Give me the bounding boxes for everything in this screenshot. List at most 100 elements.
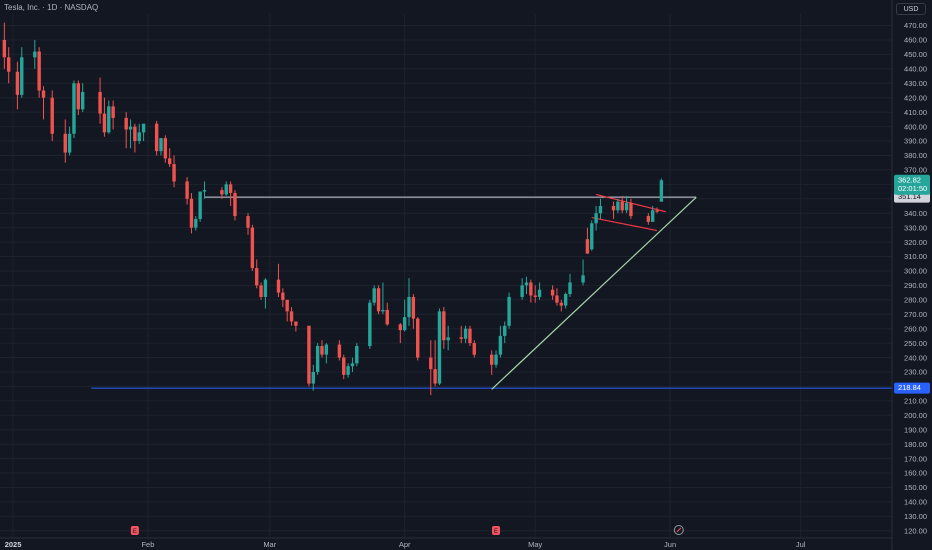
candle (550, 289, 555, 296)
earnings-event-icon (492, 526, 501, 535)
y-tick-label: 230.00 (904, 368, 927, 377)
candle (646, 216, 651, 222)
candle (555, 295, 559, 303)
candle (585, 239, 590, 254)
split-event-icon (673, 525, 684, 535)
candle (498, 335, 503, 355)
y-tick-label: 120.00 (904, 526, 927, 535)
y-tick-label: 170.00 (904, 454, 927, 463)
horizontal-levels (91, 196, 892, 389)
y-tick-label: 280.00 (904, 296, 927, 305)
y-tick-label: 400.00 (904, 122, 927, 131)
candle (446, 337, 450, 341)
candle (402, 317, 407, 331)
candle (194, 218, 198, 228)
candle (568, 282, 572, 295)
x-tick-label: Mar (263, 540, 276, 549)
candle (2, 39, 7, 58)
candle (15, 71, 20, 95)
y-tick-label: 240.00 (904, 353, 927, 362)
candle (620, 201, 624, 211)
y-tick-label: 140.00 (904, 498, 927, 507)
candle (76, 83, 81, 110)
candle (285, 299, 289, 312)
candle (107, 106, 111, 133)
candle (111, 106, 115, 118)
candle (224, 184, 228, 195)
candle (472, 343, 476, 355)
candle (407, 296, 411, 318)
y-tick-label: 370.00 (904, 166, 927, 175)
price-axis: 120.00 130.00 140.00 150.00 160.00 170.00 180.… (891, 0, 927, 550)
y-tick-label: 410.00 (904, 108, 927, 117)
y-tick-label: 200.00 (904, 411, 927, 420)
candle (255, 268, 259, 286)
candle (650, 210, 655, 222)
candle (503, 325, 507, 336)
candle (202, 190, 207, 192)
candle (250, 227, 255, 269)
candle (98, 91, 102, 114)
candle (655, 210, 659, 212)
candle (537, 289, 542, 297)
candle (289, 311, 294, 322)
candle (520, 285, 524, 297)
last-price-tag-text: 02:01:50 (898, 184, 927, 193)
candle (398, 324, 403, 331)
earnings-event-label: E (494, 529, 498, 535)
candle (346, 366, 350, 375)
y-tick-label: 380.00 (904, 151, 927, 160)
y-tick-label: 440.00 (904, 65, 927, 74)
candle (315, 346, 320, 372)
x-tick-label: 2025 (5, 540, 22, 549)
candle (433, 369, 437, 384)
candle (594, 213, 598, 224)
candle (494, 354, 498, 365)
candle (259, 285, 263, 297)
support-price-tag-text: 218.84 (898, 383, 921, 392)
y-tick-label: 250.00 (904, 339, 927, 348)
flag-lower (591, 216, 658, 232)
candle (342, 357, 346, 375)
candle (611, 205, 616, 211)
candle (137, 132, 141, 142)
candle (7, 57, 11, 72)
candle (629, 203, 633, 217)
candle (524, 282, 529, 286)
candle (276, 279, 281, 293)
candle (616, 201, 620, 211)
candle (220, 190, 224, 195)
candle (163, 138, 168, 159)
y-tick-label: 270.00 (904, 310, 927, 319)
y-tick-label: 420.00 (904, 93, 927, 102)
candle (185, 181, 189, 199)
candle (33, 51, 37, 58)
support-price-tag-bg (894, 382, 930, 394)
time-axis: 2025 Feb Mar Apr May Jun Jul E E (0, 525, 892, 549)
chart-title: Tesla, Inc. · 1D · NASDAQ (4, 3, 99, 12)
candle (159, 138, 163, 152)
earnings-event-label: E (133, 529, 137, 535)
y-tick-label: 150.00 (904, 483, 927, 492)
candle (437, 311, 442, 384)
y-tick-label: 310.00 (904, 252, 927, 261)
candle (41, 90, 46, 98)
y-tick-label: 470.00 (904, 21, 927, 30)
candle (324, 344, 329, 355)
x-tick-label: Jul (796, 540, 806, 549)
candle (37, 51, 41, 91)
x-tick-label: Jun (664, 540, 676, 549)
y-tick-label: 190.00 (904, 425, 927, 434)
candle (442, 311, 446, 341)
x-tick-label: May (528, 540, 542, 549)
currency-button[interactable]: USD (896, 3, 926, 15)
rising-trendline (491, 196, 697, 390)
y-tick-label: 130.00 (904, 512, 927, 521)
candle (429, 357, 433, 370)
candle (281, 292, 285, 300)
candle (167, 158, 172, 165)
candle (372, 288, 376, 303)
candle (128, 126, 133, 130)
